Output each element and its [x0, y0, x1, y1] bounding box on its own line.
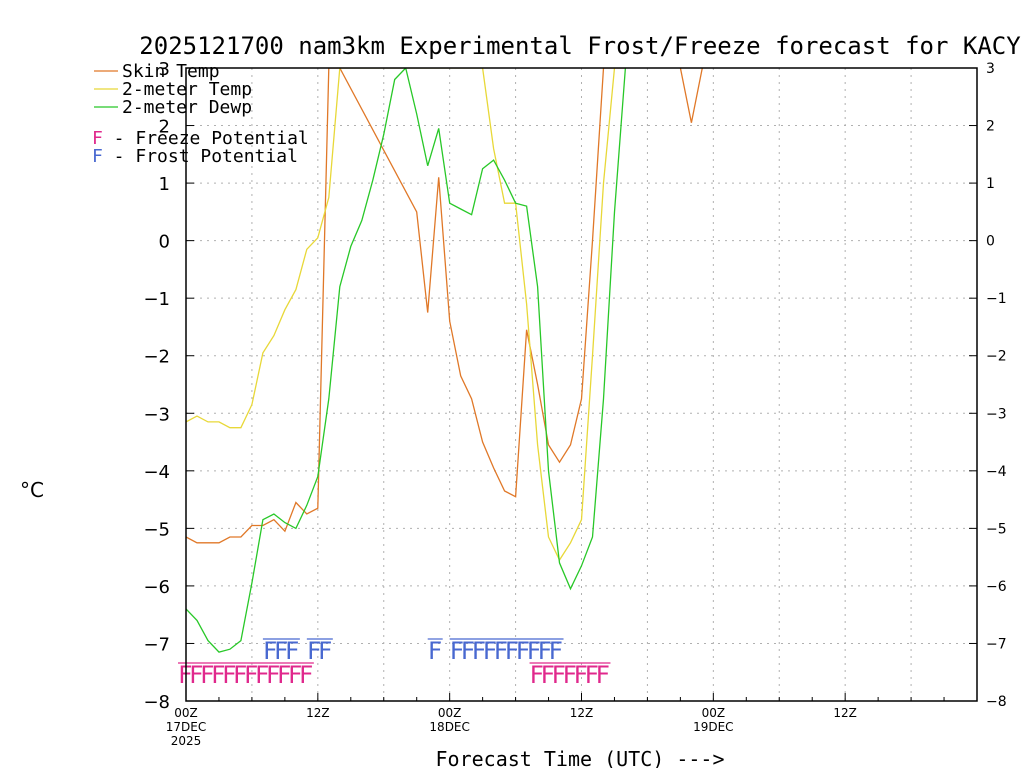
- y-tick-label-right: 1: [986, 176, 995, 192]
- freeze-mark: F: [189, 661, 203, 689]
- freeze-mark: F: [595, 661, 609, 689]
- y-tick-label-right: −1: [986, 291, 1007, 307]
- x-tick-sublabel: 18DEC: [429, 720, 469, 734]
- frost-mark: F: [307, 637, 321, 665]
- y-tick-label-right: −4: [986, 464, 1007, 480]
- frost-mark: F: [538, 637, 552, 665]
- x-tick-sublabel: 17DEC: [166, 720, 206, 734]
- freeze-mark: F: [244, 661, 258, 689]
- x-tick-label: 00Z: [174, 706, 198, 720]
- chart-title: 2025121700 nam3km Experimental Frost/Fre…: [139, 32, 1021, 60]
- freeze-mark: F: [277, 661, 291, 689]
- freeze-mark: F: [552, 661, 566, 689]
- freeze-mark: F: [541, 661, 555, 689]
- freeze-mark: F: [563, 661, 577, 689]
- potential-legend-text: - Frost Potential: [103, 146, 298, 167]
- potential-legend-entry: F - Frost Potential: [92, 146, 298, 167]
- y-tick-label: −7: [143, 634, 170, 655]
- freeze-mark: F: [574, 661, 588, 689]
- series-line-2-meter-dewp: [186, 68, 627, 653]
- y-tick-label-right: −3: [986, 406, 1007, 422]
- y-tick-label: 1: [159, 174, 170, 195]
- frost-mark: F: [285, 637, 299, 665]
- frost-mark: F: [527, 637, 541, 665]
- y-tick-label: −4: [143, 462, 170, 483]
- frost-mark: F: [483, 637, 497, 665]
- frost-mark: F: [450, 637, 464, 665]
- grid-lines: [186, 68, 977, 701]
- x-tick-label: 12Z: [306, 706, 330, 720]
- x-tick-label: 12Z: [570, 706, 594, 720]
- y-axis-ticks: −8 −8 −7 −7 −6 −6 −5 −5 −4 −4 −3 −3 −2 −2 −1 −1 0 0 1 1 2 2 3 3: [143, 59, 1006, 713]
- frost-mark: F: [263, 637, 277, 665]
- y-tick-label-right: −6: [986, 579, 1007, 595]
- x-axis-label: Forecast Time (UTC) --->: [436, 747, 725, 768]
- legend-label: Skin Temp: [122, 61, 220, 82]
- freeze-mark: F: [255, 661, 269, 689]
- y-tick-label-right: −7: [986, 636, 1007, 652]
- x-tick-label: 12Z: [833, 706, 857, 720]
- freeze-mark: F: [233, 661, 247, 689]
- y-tick-label: −1: [143, 289, 170, 310]
- frost-mark: F: [494, 637, 508, 665]
- x-tick-sublabel: 19DEC: [693, 720, 733, 734]
- freeze-mark: F: [222, 661, 236, 689]
- frost-mark: F: [472, 637, 486, 665]
- freeze-mark: F: [299, 661, 313, 689]
- y-tick-label: 2: [159, 117, 170, 138]
- frost-mark: F: [318, 637, 332, 665]
- x-tick-label: 00Z: [702, 706, 726, 720]
- y-tick-label-right: 3: [986, 61, 995, 77]
- series-lines: [186, 68, 703, 653]
- y-tick-label-right: 2: [986, 119, 995, 135]
- frost-mark: F: [549, 637, 563, 665]
- freeze-mark: F: [266, 661, 280, 689]
- y-tick-label: −6: [143, 577, 170, 598]
- y-tick-label: −5: [143, 519, 170, 540]
- y-tick-label-right: −8: [986, 694, 1007, 710]
- y-tick-label: −2: [143, 347, 170, 368]
- frost-mark: F: [461, 637, 475, 665]
- frost-mark: F: [274, 637, 288, 665]
- y-tick-label-right: −2: [986, 349, 1007, 365]
- freeze-mark: F: [200, 661, 214, 689]
- x-tick-label: 00Z: [438, 706, 462, 720]
- frost-mark: F: [428, 637, 442, 665]
- y-tick-label-right: 0: [986, 234, 995, 250]
- potential-legend-mark: F: [92, 146, 103, 167]
- legend-label: 2-meter Dewp: [122, 97, 252, 118]
- freeze-mark: F: [211, 661, 225, 689]
- freeze-mark: F: [530, 661, 544, 689]
- y-tick-label: 3: [159, 59, 170, 80]
- potential-legend-entry: F - Freeze Potential: [92, 128, 309, 149]
- frost-mark: F: [505, 637, 519, 665]
- series-line-skin-temp-late-: [679, 68, 703, 123]
- series-line-skin-temp: [186, 68, 626, 544]
- y-tick-label-right: −5: [986, 521, 1007, 537]
- frost-mark: F: [516, 637, 530, 665]
- x-tick-sublabel2: 2025: [171, 734, 202, 748]
- y-tick-label: 0: [159, 232, 170, 253]
- potential-legend-mark: F: [92, 128, 103, 149]
- series-line-2-meter-temp: [186, 68, 616, 562]
- freeze-mark: F: [584, 661, 598, 689]
- freeze-mark: F: [178, 661, 192, 689]
- potential-legend-text: - Freeze Potential: [103, 128, 309, 149]
- y-tick-label: −3: [143, 404, 170, 425]
- y-tick-label: −8: [143, 692, 170, 713]
- legend-label: 2-meter Temp: [122, 79, 252, 100]
- freeze-mark: F: [288, 661, 302, 689]
- y-axis-label: °C: [20, 478, 44, 502]
